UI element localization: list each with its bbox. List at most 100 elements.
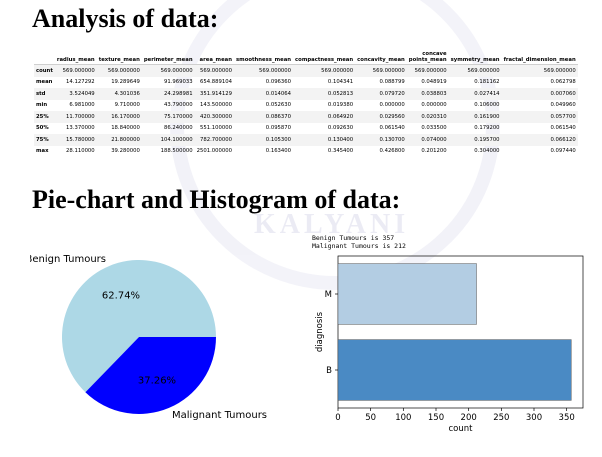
x-tick-label: 150 [428,413,444,423]
pie-chart: 62.74% Benign Tumours 37.26% Malignant Tumo… [30,254,267,421]
table-cell: 13.370000 [66,125,95,132]
table-cell: 0.019380 [327,102,354,109]
table-cell: 0.062798 [550,79,576,86]
table-cell: 0.014064 [265,90,292,97]
x-tick-label: 250 [493,413,509,423]
table-cell: 420.300000 [200,113,233,120]
table-row: 75% 15.780000 21.800000 104.100000 782.70000… [34,134,578,146]
table-cell: 0.049960 [550,102,576,109]
pie-category-label: Malignant Tumours [172,410,267,421]
x-tick-label: 300 [526,413,542,423]
table-row: 50% 13.370000 18.840000 86.240000 551.100000… [34,123,578,135]
y-tick-label: B [326,366,332,376]
table-cell: 75.170000 [163,113,193,120]
table-cell: 782.700000 [200,136,233,143]
table-row: std 3.524049 4.301036 24.298981 351.914129 0.… [34,88,578,100]
table-row: max 28.110000 39.280000 188.500000 2501.0000… [34,146,578,158]
table-cell: 0.074000 [421,136,447,143]
info-text-line: Benign Tumours is 357 [312,234,394,242]
bar [337,339,572,401]
column-header: concave points_mean [406,44,449,65]
table-cell: 0.095870 [265,125,292,132]
table-cell: 9.710000 [114,102,140,109]
table-cell: 2501.000000 [196,148,233,155]
table-cell: 0.106000 [474,102,500,109]
plot-frame [337,255,584,409]
column-header: fractal_dimension_mean [501,44,578,65]
table-cell: 86.240000 [163,125,193,132]
column-header: radius_mean [54,44,97,65]
y-tick-label: M [325,290,332,300]
info-text-line: Malignant Tumours is 212 [312,242,406,250]
table-cell: 0.088799 [379,79,405,86]
table-row: 25% 11.700000 16.170000 75.170000 420.300000… [34,111,578,123]
table-corner-cell [34,44,55,65]
row-label: 50% [36,125,49,132]
table-cell: 0.163400 [265,148,292,155]
column-header: symmetry_mean [448,44,502,65]
table-cell: 569.000000 [160,67,193,74]
table-cell: 91.969033 [163,79,193,86]
pie-category-label: Benign Tumours [30,254,106,265]
row-label: std [36,90,46,97]
x-axis-label: count [449,424,474,434]
table-row: min 6.981000 9.710000 43.790000 143.500000 0.… [34,100,578,112]
table-cell: 0.179200 [474,125,500,132]
table-body: count 569.000000 569.000000 569.000000 569.0… [34,64,578,158]
table-cell: 19.289649 [111,79,140,86]
table-header-row: radius_mean texture_mean perimeter_mean are… [34,44,578,65]
table-cell: 11.700000 [66,113,95,120]
table-cell: 3.524049 [69,90,95,97]
table-cell: 0.130400 [327,136,354,143]
table-cell: 16.170000 [111,113,140,120]
table-cell: 0.029560 [379,113,405,120]
table-cell: 28.110000 [66,148,95,155]
table-cell: 0.304000 [474,148,500,155]
table-cell: 0.052813 [327,90,354,97]
x-tick-label: 0 [335,413,340,423]
table-cell: 24.298981 [163,90,193,97]
table-cell: 0.096360 [265,79,292,86]
column-header: perimeter_mean [141,44,195,65]
table-cell: 569.000000 [321,67,354,74]
table-cell: 15.780000 [66,136,95,143]
y-axis-label: diagnosis [315,311,325,352]
table-cell: 0.345400 [327,148,354,155]
table-cell: 0.061540 [379,125,405,132]
row-label: min [36,102,48,109]
column-header: smoothness_mean [234,44,294,65]
table-cell: 0.000000 [379,102,405,109]
table-cell: 21.800000 [111,136,140,143]
row-label: 25% [36,113,49,120]
column-header: compactness_mean [293,44,356,65]
column-header: concavity_mean [355,44,407,65]
table-cell: 0.079720 [379,90,405,97]
table-cell: 0.161900 [474,113,500,120]
pie-slice [61,259,216,393]
table-cell: 0.000000 [421,102,447,109]
table-cell: 569.000000 [259,67,292,74]
table-cell: 14.127292 [66,79,95,86]
pie-slice [85,337,217,414]
pie-percent-label: 37.26% [138,376,176,387]
table-cell: 0.027414 [474,90,500,97]
table-cell: 0.181162 [474,79,500,86]
table-cell: 0.426800 [379,148,405,155]
pie-percent-label: 62.74% [102,290,140,301]
row-label: max [36,148,49,155]
describe-table: radius_mean texture_mean perimeter_mean are… [34,44,578,157]
column-header: area_mean [194,44,235,65]
table-cell: 0.064920 [327,113,354,120]
table-cell: 104.100000 [160,136,193,143]
table-cell: 0.105300 [265,136,292,143]
x-tick-label: 200 [461,413,477,423]
table-cell: 0.092630 [327,125,354,132]
table-cell: 6.981000 [69,102,95,109]
table-cell: 0.038803 [421,90,447,97]
row-label: 75% [36,136,49,143]
x-tick-label: 350 [559,413,575,423]
table-cell: 0.007060 [550,90,576,97]
table-cell: 4.301036 [114,90,140,97]
table-cell: 0.033500 [421,125,447,132]
